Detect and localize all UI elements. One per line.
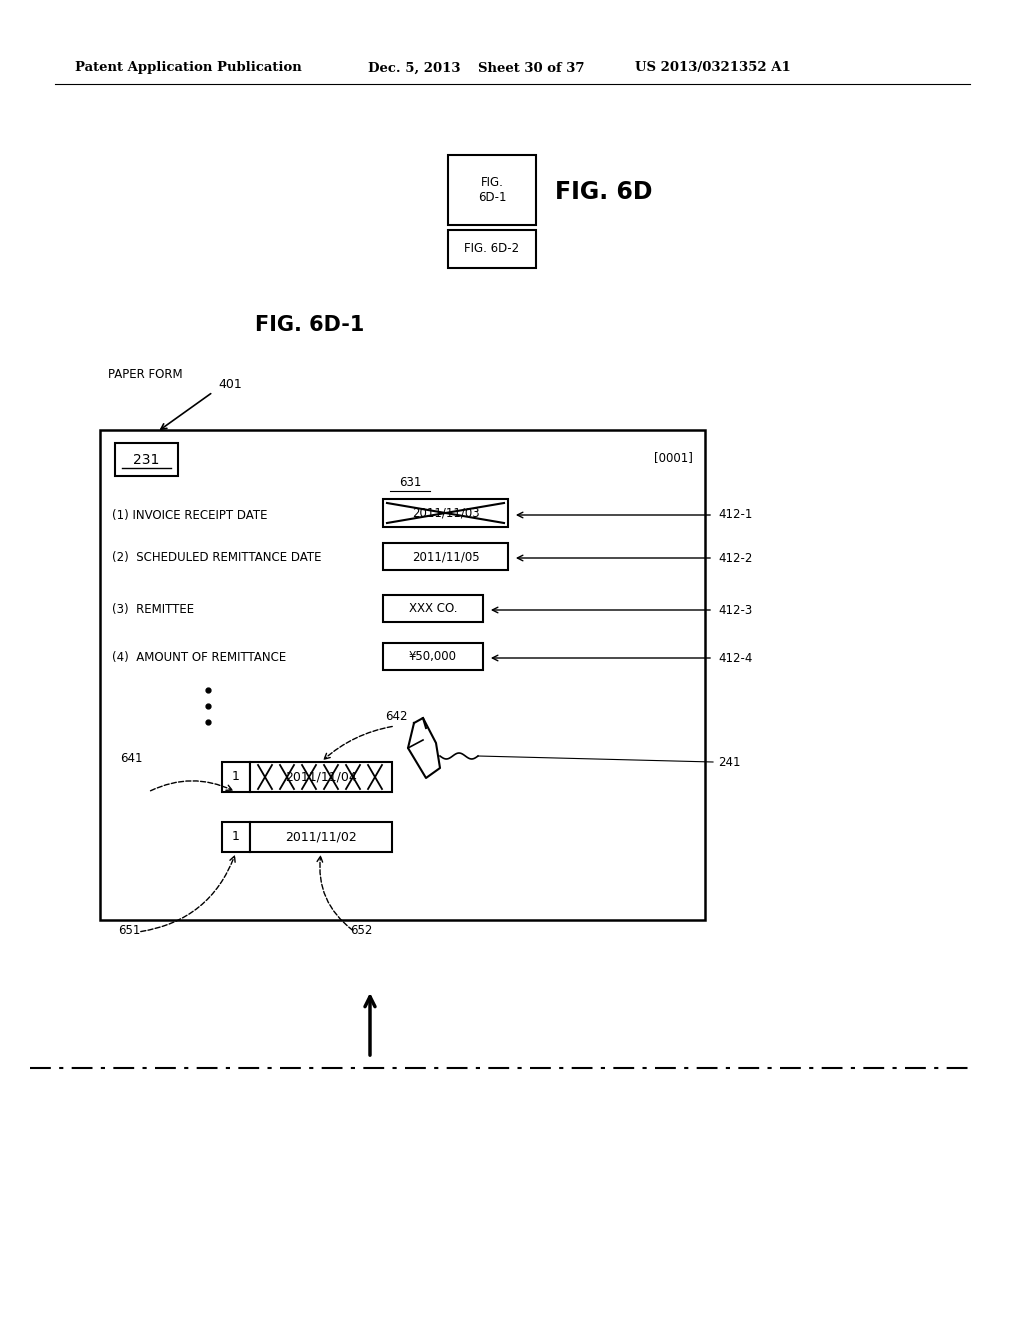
Bar xyxy=(383,643,483,671)
Text: US 2013/0321352 A1: US 2013/0321352 A1 xyxy=(635,62,791,74)
Text: 401: 401 xyxy=(218,379,242,392)
Text: (3)  REMITTEE: (3) REMITTEE xyxy=(112,603,195,616)
Bar xyxy=(115,444,178,477)
Text: Dec. 5, 2013: Dec. 5, 2013 xyxy=(368,62,461,74)
Text: 651: 651 xyxy=(118,924,140,936)
Text: 1: 1 xyxy=(232,830,240,843)
Bar xyxy=(222,822,250,851)
Text: 641: 641 xyxy=(120,751,142,764)
Text: 652: 652 xyxy=(350,924,373,936)
Bar xyxy=(250,822,392,851)
Text: [0001]: [0001] xyxy=(654,451,693,465)
Text: (4)  AMOUNT OF REMITTANCE: (4) AMOUNT OF REMITTANCE xyxy=(112,652,287,664)
Bar xyxy=(100,430,705,920)
Text: 1: 1 xyxy=(232,771,240,784)
Text: 231: 231 xyxy=(133,454,160,467)
Text: 2011/11/05: 2011/11/05 xyxy=(412,550,479,564)
Text: 2011/11/04: 2011/11/04 xyxy=(285,771,357,784)
Text: Sheet 30 of 37: Sheet 30 of 37 xyxy=(478,62,585,74)
Text: ¥50,000: ¥50,000 xyxy=(409,649,457,663)
Text: 241: 241 xyxy=(718,755,740,768)
Bar xyxy=(250,762,392,792)
Text: 412-1: 412-1 xyxy=(718,508,753,521)
Text: 412-4: 412-4 xyxy=(718,652,753,664)
Bar xyxy=(222,762,250,792)
Bar xyxy=(449,154,536,224)
Text: FIG. 6D-2: FIG. 6D-2 xyxy=(465,243,519,256)
Text: FIG.
6D-1: FIG. 6D-1 xyxy=(478,176,506,205)
Bar xyxy=(383,543,508,570)
Text: FIG. 6D-1: FIG. 6D-1 xyxy=(255,315,365,335)
Text: XXX CO.: XXX CO. xyxy=(409,602,458,615)
Text: 412-3: 412-3 xyxy=(718,603,753,616)
Text: FIG. 6D: FIG. 6D xyxy=(555,180,652,205)
Text: PAPER FORM: PAPER FORM xyxy=(108,368,182,381)
Bar xyxy=(449,230,536,268)
Text: 2011/11/02: 2011/11/02 xyxy=(285,830,357,843)
Text: 412-2: 412-2 xyxy=(718,552,753,565)
Text: (1) INVOICE RECEIPT DATE: (1) INVOICE RECEIPT DATE xyxy=(112,508,267,521)
Bar xyxy=(383,595,483,622)
Text: 2011/11/03: 2011/11/03 xyxy=(412,507,479,520)
Text: (2)  SCHEDULED REMITTANCE DATE: (2) SCHEDULED REMITTANCE DATE xyxy=(112,552,322,565)
Text: 631: 631 xyxy=(398,477,421,490)
Text: 642: 642 xyxy=(385,710,408,722)
Text: Patent Application Publication: Patent Application Publication xyxy=(75,62,302,74)
Bar xyxy=(383,499,508,527)
